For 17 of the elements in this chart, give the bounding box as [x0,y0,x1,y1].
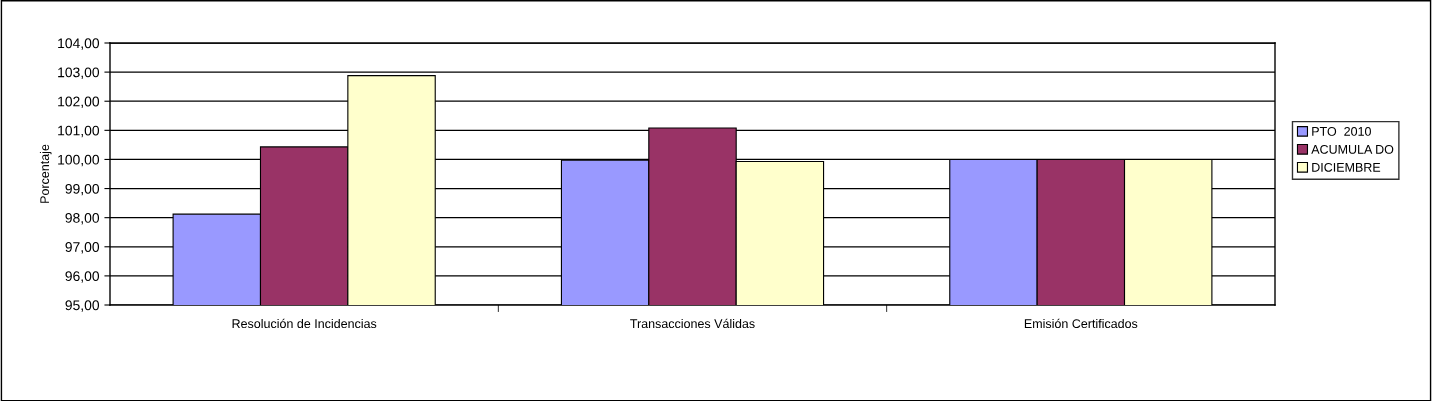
y-tick-label: 97,00 [65,242,100,254]
x-tick-label: Resolución de Incidencias [232,318,377,329]
y-tick-label: 102,00 [58,96,100,109]
y-tick-label: 95,00 [65,300,100,312]
x-tick-label: Emisión Certificados [1024,318,1138,329]
y-tick-label: 98,00 [65,213,100,225]
y-tick-label: 103,00 [58,67,100,79]
y-axis-title: Porcentaje [39,144,52,203]
y-tick-label: 100,00 [58,154,100,167]
y-tick-label: 99,00 [65,183,100,196]
legend-label: PTO 2010 [1312,126,1371,136]
y-tick-label: 101,00 [58,125,100,138]
x-tick-label: Transacciones Válidas [630,318,755,329]
y-tick-label: 96,00 [65,271,100,283]
legend-label: DICIEMBRE [1312,162,1381,172]
y-tick-label: 104,00 [58,38,100,50]
legend-label: ACUMULA DO [1311,144,1394,154]
